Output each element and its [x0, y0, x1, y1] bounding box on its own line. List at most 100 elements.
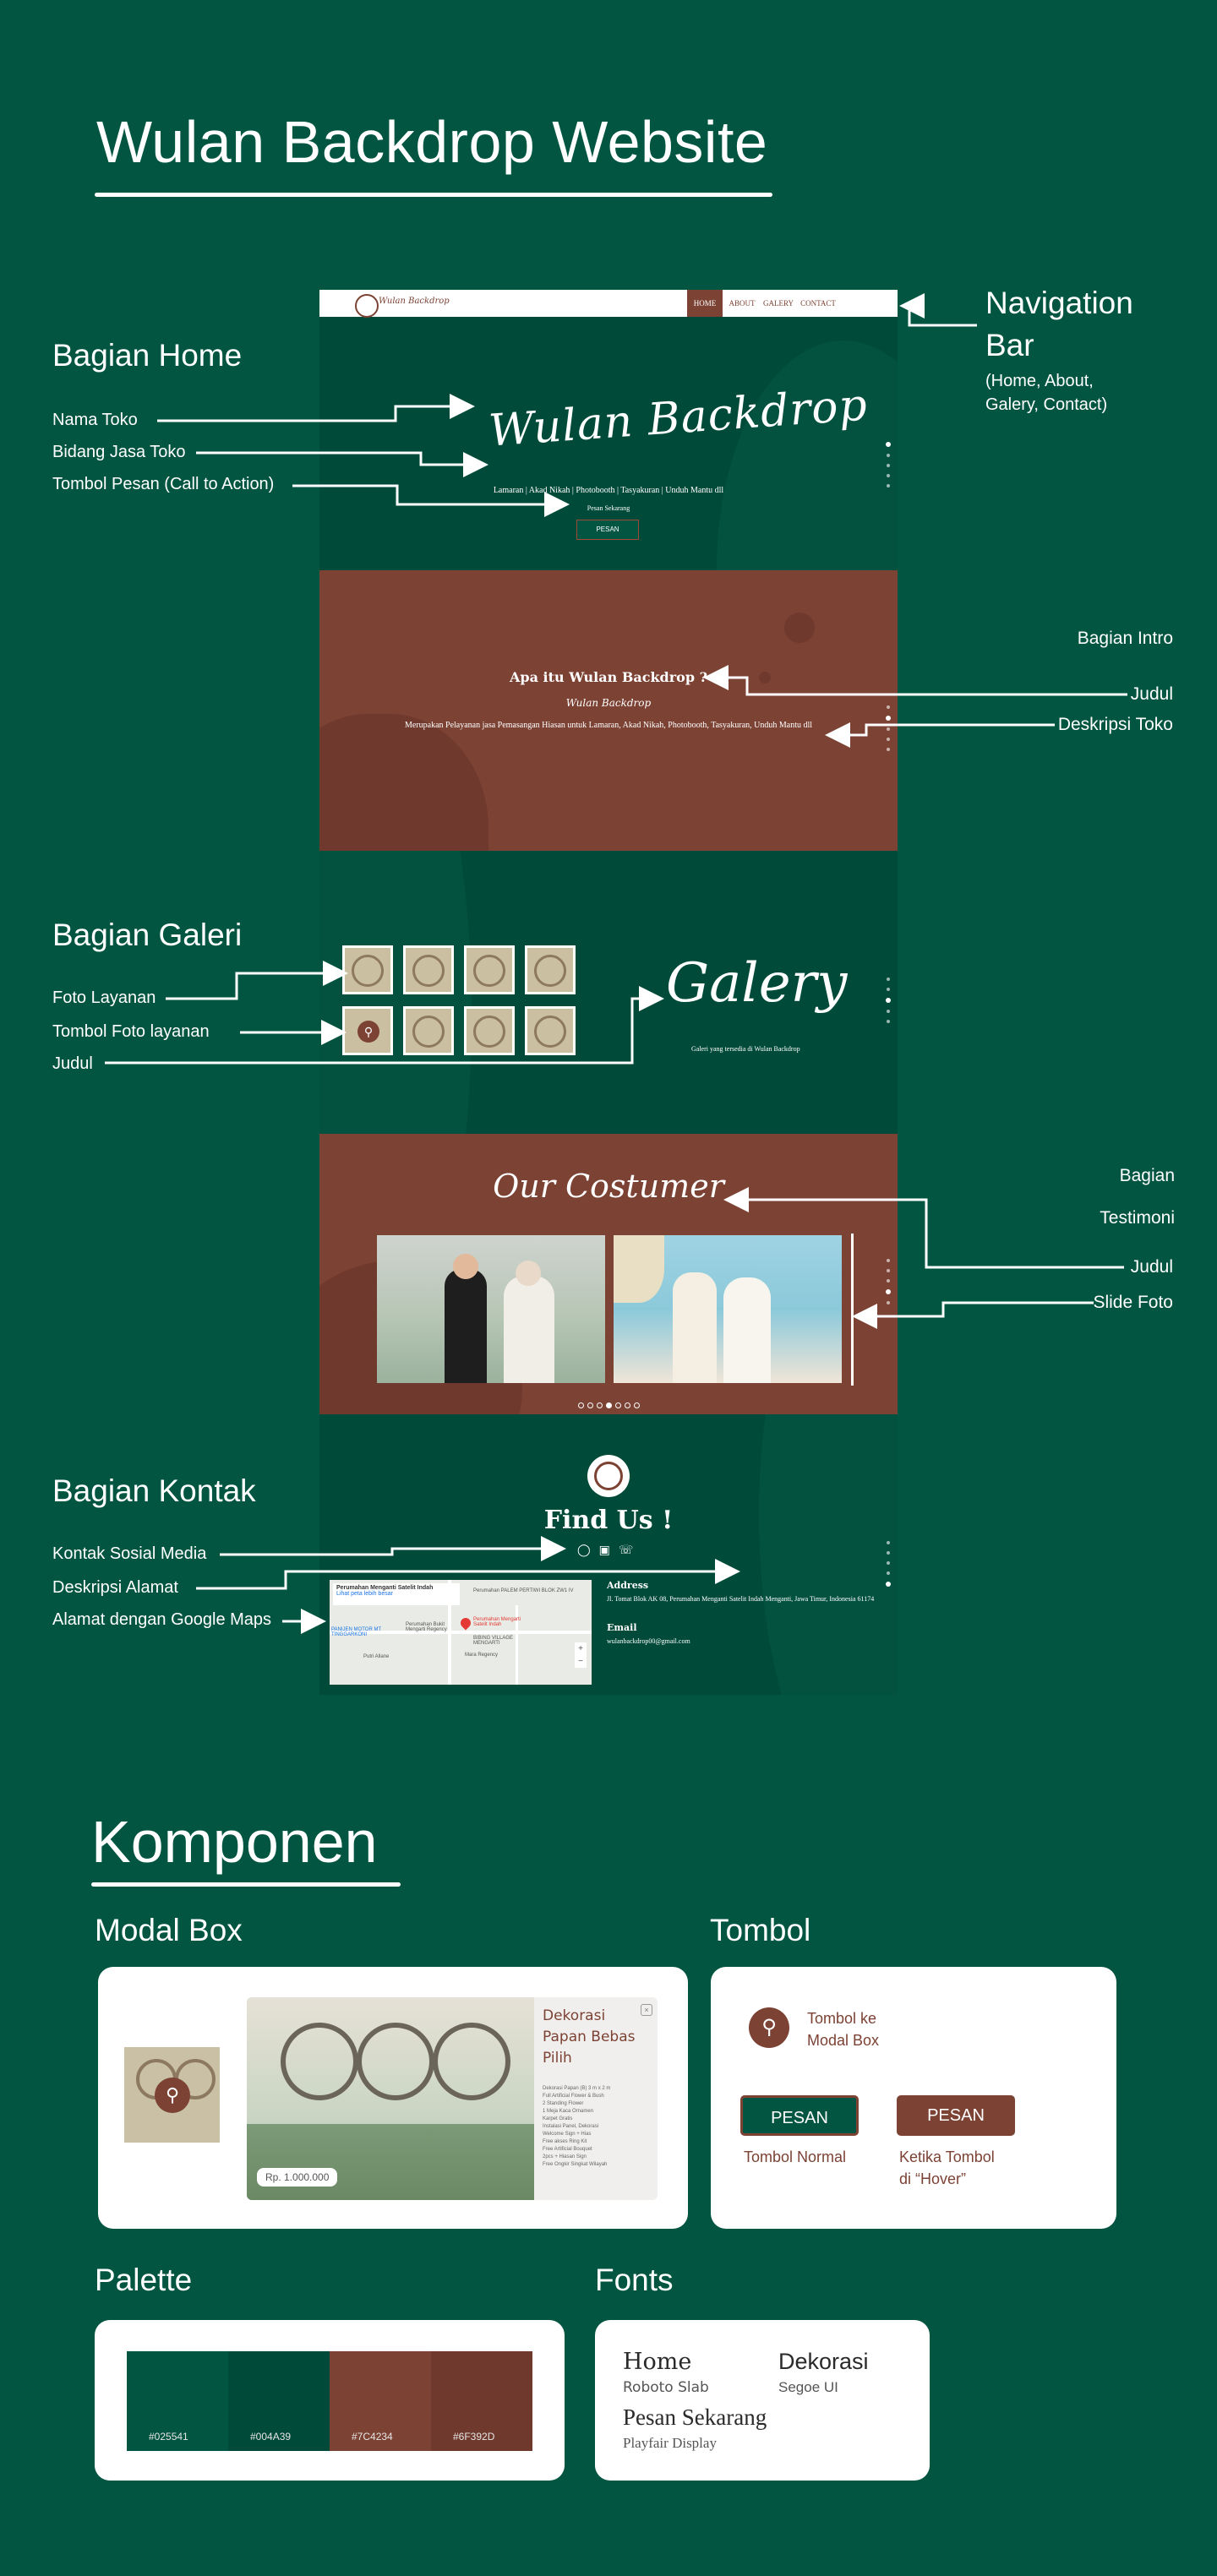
mock-hero: Wulan Backdrop Lamaran | Akad Nikah | Ph…: [319, 317, 898, 570]
gallery-photo[interactable]: ⚲: [342, 1006, 393, 1055]
mock-gallery: ⚲ Galery Galeri yang tersedia di Wulan B…: [319, 851, 898, 1134]
font-name: Roboto Slab: [623, 2379, 709, 2396]
annotation-label: Deskripsi Alamat: [52, 1578, 178, 1597]
map-place-label: Perumahan Bukit Mengarti Regency: [406, 1622, 447, 1632]
mock-testimoni: Our Costumer: [319, 1134, 898, 1414]
nav-contact[interactable]: CONTACT: [800, 299, 836, 308]
modal-feature-list: Dekorasi Papan (B) 3 m x 2 m Full Artifi…: [543, 2086, 611, 2167]
gallery-subtitle: Galeri yang tersedia di Wulan Backdrop: [691, 1045, 800, 1053]
pesan-button-normal[interactable]: PESAN: [740, 2095, 859, 2136]
navbar-section-title: Bar: [985, 328, 1034, 362]
color-swatch: #004A39: [228, 2351, 330, 2451]
intro-description: Merupakan Pelayanan jasa Pemasangan Hias…: [404, 721, 813, 730]
facebook-icon[interactable]: ▣: [598, 1543, 619, 1556]
komponen-underline: [91, 1882, 401, 1887]
hero-services: Lamaran | Akad Nikah | Photobooth | Tasy…: [493, 486, 724, 495]
search-icon[interactable]: ⚲: [155, 2078, 190, 2113]
annotation-label: Slide Foto: [1093, 1293, 1173, 1312]
testimoni-section-title: Testimoni: [1100, 1208, 1175, 1228]
navbar-description: Galery, Contact): [985, 395, 1108, 414]
modal-button-label: Modal Box: [807, 2032, 880, 2049]
scroll-dots[interactable]: [886, 442, 891, 494]
annotation-label: Judul: [52, 1054, 93, 1073]
annotation-label: Nama Toko: [52, 411, 138, 429]
annotation-label: Judul: [1130, 684, 1173, 704]
hero-cta-label: Pesan Sekarang: [587, 504, 630, 512]
home-section-title: Bagian Home: [52, 338, 243, 373]
komponen-title: Komponen: [91, 1809, 378, 1875]
nav-galery[interactable]: GALERY: [763, 299, 794, 308]
tombol-title: Tombol: [710, 1913, 811, 1947]
gallery-photo[interactable]: [403, 945, 454, 994]
scroll-dots[interactable]: [886, 705, 891, 758]
fonts-title: Fonts: [595, 2263, 674, 2297]
mock-navbar: Wulan Backdrop HOME ABOUT GALERY CONTACT: [319, 290, 898, 318]
gallery-photo[interactable]: [464, 945, 515, 994]
scroll-dots[interactable]: [886, 978, 891, 1030]
contact-logo: [587, 1455, 630, 1497]
mock-intro: Apa itu Wulan Backdrop ? Wulan Backdrop …: [319, 570, 898, 851]
annotation-label: Kontak Sosial Media: [52, 1544, 207, 1563]
gallery-photo[interactable]: [464, 1006, 515, 1055]
close-icon[interactable]: ×: [641, 2004, 652, 2016]
annotation-label: Bidang Jasa Toko: [52, 443, 186, 461]
gallery-script-title: Galery: [666, 952, 848, 1015]
gallery-photo[interactable]: [403, 1006, 454, 1055]
testimoni-script-title: Our Costumer: [493, 1168, 724, 1205]
title-underline: [95, 193, 772, 197]
price-tag: Rp. 1.000.000: [257, 2168, 338, 2187]
kontak-section-title: Bagian Kontak: [52, 1473, 256, 1508]
map-place-label: PANIJEN MOTOR MT TINGGARKONI: [331, 1627, 382, 1637]
font-name: Segoe UI: [778, 2379, 838, 2395]
gallery-photo[interactable]: ⚲: [124, 2047, 220, 2143]
slide-dots[interactable]: [319, 1397, 898, 1413]
search-icon[interactable]: ⚲: [749, 2007, 789, 2048]
font-sample: Home: [623, 2349, 692, 2375]
modal-image: Rp. 1.000.000: [247, 1997, 534, 2200]
email-text: wulanbackdrop00@gmail.com: [607, 1637, 690, 1645]
modal-box: Rp. 1.000.000 Dekorasi Papan Bebas Pilih…: [247, 1997, 658, 2200]
mock-contact: Find Us ! ◯▣☏ Perumahan Menganti Satelit…: [319, 1414, 898, 1695]
map-place-label: Mara Regency: [465, 1653, 499, 1658]
annotation-label: Foto Layanan: [52, 988, 156, 1007]
normal-caption: Tombol Normal: [744, 2148, 847, 2165]
brand-logo[interactable]: [355, 294, 379, 318]
testimoni-photo: [614, 1235, 842, 1383]
nav-home[interactable]: HOME: [687, 290, 723, 317]
scroll-dots[interactable]: [886, 1259, 891, 1311]
address-title: Address: [607, 1580, 649, 1591]
social-links: ◯▣☏: [577, 1543, 641, 1557]
gallery-photo[interactable]: [525, 945, 576, 994]
intro-title: Apa itu Wulan Backdrop ?: [510, 669, 707, 685]
annotation-label: Alamat dengan Google Maps: [52, 1610, 272, 1629]
font-name: Playfair Display: [623, 2435, 717, 2451]
find-us-title: Find Us !: [543, 1506, 674, 1535]
font-sample: Pesan Sekarang: [623, 2404, 767, 2430]
intro-script: Wulan Backdrop: [565, 697, 652, 709]
map-place-label: Perumahan PALEM PERTIWI BLOK ZW1 IV: [473, 1588, 574, 1593]
map-place-label: Putri Allane: [363, 1654, 390, 1659]
gallery-photo[interactable]: [525, 1006, 576, 1055]
search-icon[interactable]: ⚲: [357, 1021, 379, 1043]
fonts-card: [595, 2320, 930, 2481]
email-title: Email: [607, 1622, 637, 1633]
google-map[interactable]: Perumahan Menganti Satelit Indah Lihat p…: [330, 1580, 592, 1685]
scroll-dots[interactable]: [886, 1541, 891, 1593]
intro-section-title: Bagian Intro: [1077, 629, 1173, 648]
testimoni-photo: [377, 1235, 605, 1383]
modal-button-label: Tombol ke: [807, 2010, 877, 2027]
hero-pesan-button[interactable]: PESAN: [576, 520, 639, 540]
color-swatch: #6F392D: [431, 2351, 532, 2451]
font-sample: Dekorasi: [778, 2349, 869, 2374]
gallery-photo[interactable]: [342, 945, 393, 994]
color-swatch: #7C4234: [330, 2351, 431, 2451]
annotation-label: Tombol Foto layanan: [52, 1022, 210, 1041]
slide-indicator: [851, 1234, 854, 1386]
whatsapp-icon[interactable]: ☏: [618, 1543, 642, 1556]
pesan-button-hover[interactable]: PESAN: [897, 2095, 1015, 2136]
map-zoom-control[interactable]: + −: [575, 1642, 587, 1668]
nav-brand: Wulan Backdrop: [379, 297, 450, 306]
nav-about[interactable]: ABOUT: [729, 299, 756, 308]
hover-caption: di “Hover”: [899, 2170, 967, 2187]
instagram-icon[interactable]: ◯: [577, 1543, 599, 1556]
